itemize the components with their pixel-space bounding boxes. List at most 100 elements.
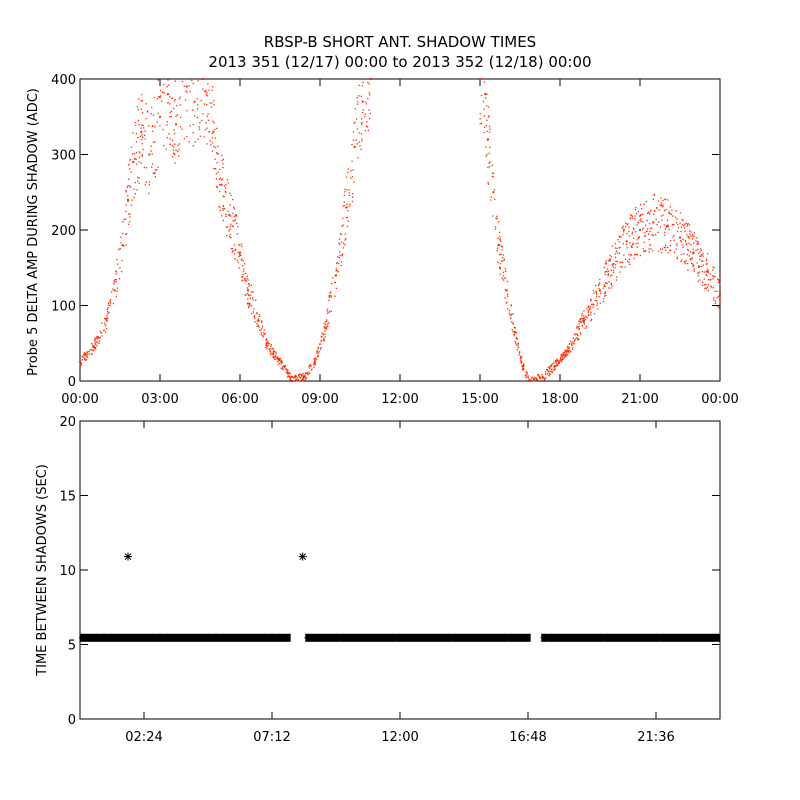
top-data-dot (585, 325, 588, 328)
top-data-dot (170, 110, 172, 113)
top-data-dot (590, 319, 592, 322)
top-data-dot (595, 296, 598, 298)
top-data-dot (649, 230, 651, 233)
top-data-dot (661, 252, 663, 254)
top-data-dot (582, 317, 584, 319)
top-data-dot (568, 347, 570, 350)
top-data-dot (351, 160, 353, 162)
top-data-dot (219, 168, 221, 170)
top-data-dot (323, 340, 325, 342)
top-data-dot (258, 315, 260, 318)
top-data-dot (648, 248, 650, 250)
top-data-dot (560, 358, 563, 360)
top-data-dot (266, 347, 268, 350)
top-data-dot (646, 219, 648, 222)
bottom-data-point (163, 633, 171, 642)
top-data-dot (486, 130, 488, 133)
top-data-dot (676, 256, 679, 258)
top-data-dot (301, 374, 303, 376)
top-data-dot (556, 365, 559, 367)
top-data-dot (595, 292, 598, 294)
top-data-dot (361, 138, 363, 140)
top-data-dot (213, 100, 215, 102)
top-data-dot (691, 262, 693, 265)
top-data-dot (118, 278, 121, 280)
top-data-dot (531, 376, 533, 378)
top-data-dot (130, 204, 133, 206)
top-data-dot (219, 190, 221, 193)
top-data-dot (683, 261, 685, 263)
top-data-dot (345, 207, 347, 209)
top-data-dot (697, 243, 699, 245)
top-data-dot (661, 204, 663, 206)
top-data-dot (544, 373, 547, 375)
top-data-dot (308, 367, 311, 369)
top-data-dot (664, 231, 666, 233)
top-data-dot (174, 162, 176, 164)
top-data-dot (577, 334, 579, 337)
top-data-dot (500, 253, 502, 256)
top-data-dot (335, 262, 338, 265)
top-data-dot (635, 231, 637, 233)
top-data-dot (81, 359, 83, 361)
top-data-dot (504, 270, 507, 273)
top-data-dot (611, 285, 613, 287)
top-data-dot (90, 353, 93, 355)
top-data-dot (243, 263, 246, 265)
top-data-dot (616, 276, 618, 278)
top-data-dot (113, 283, 115, 285)
top-data-dot (210, 106, 213, 108)
top-data-dot (301, 376, 303, 378)
top-data-dot (260, 329, 262, 331)
top-data-dot (342, 205, 344, 207)
top-data-dot (222, 195, 224, 197)
top-data-dot (491, 164, 494, 167)
top-data-dot (270, 347, 272, 350)
top-data-dot (634, 218, 636, 220)
top-data-dot (214, 137, 217, 139)
top-data-dot (630, 245, 633, 247)
top-data-dot (229, 215, 232, 217)
top-data-dot (269, 350, 271, 353)
bottom-x-tick-label: 21:36 (637, 730, 674, 745)
top-data-dot (275, 351, 277, 353)
top-data-dot (697, 240, 699, 243)
top-data-point (140, 130, 143, 133)
top-data-dot (639, 204, 642, 206)
bottom-outlier-point (124, 552, 132, 561)
top-data-dot (232, 225, 234, 228)
top-data-dot (671, 223, 674, 226)
top-data-dot (689, 233, 691, 235)
top-data-dot (527, 375, 530, 377)
top-data-dot (138, 124, 140, 126)
top-data-dot (683, 227, 686, 229)
top-data-dot (288, 372, 290, 374)
top-data-dot (705, 263, 707, 266)
top-data-dot (317, 348, 319, 350)
top-data-dot (707, 289, 710, 292)
top-data-dot (133, 196, 135, 199)
top-data-dot (197, 138, 199, 140)
top-data-dot (314, 359, 316, 362)
top-data-dot (605, 259, 607, 262)
top-data-dot (206, 92, 208, 94)
top-data-dot (718, 295, 720, 298)
top-data-point (175, 123, 177, 126)
top-data-dot (658, 209, 660, 211)
top-data-dot (596, 302, 598, 304)
top-data-dot (512, 323, 515, 325)
top-data-dot (669, 250, 671, 252)
top-data-dot (563, 353, 565, 356)
top-data-dot (693, 268, 695, 270)
top-data-dot (520, 357, 522, 359)
top-data-dot (230, 194, 232, 197)
top-data-dot (179, 126, 182, 128)
top-data-dot (93, 345, 96, 347)
top-data-dot (485, 97, 487, 99)
top-data-dot (254, 317, 256, 319)
top-data-dot (141, 155, 143, 157)
top-data-dot (707, 278, 710, 281)
top-data-dot (292, 376, 295, 379)
bottom-y-tick-label: 15 (59, 490, 76, 505)
top-data-dot (246, 275, 248, 278)
